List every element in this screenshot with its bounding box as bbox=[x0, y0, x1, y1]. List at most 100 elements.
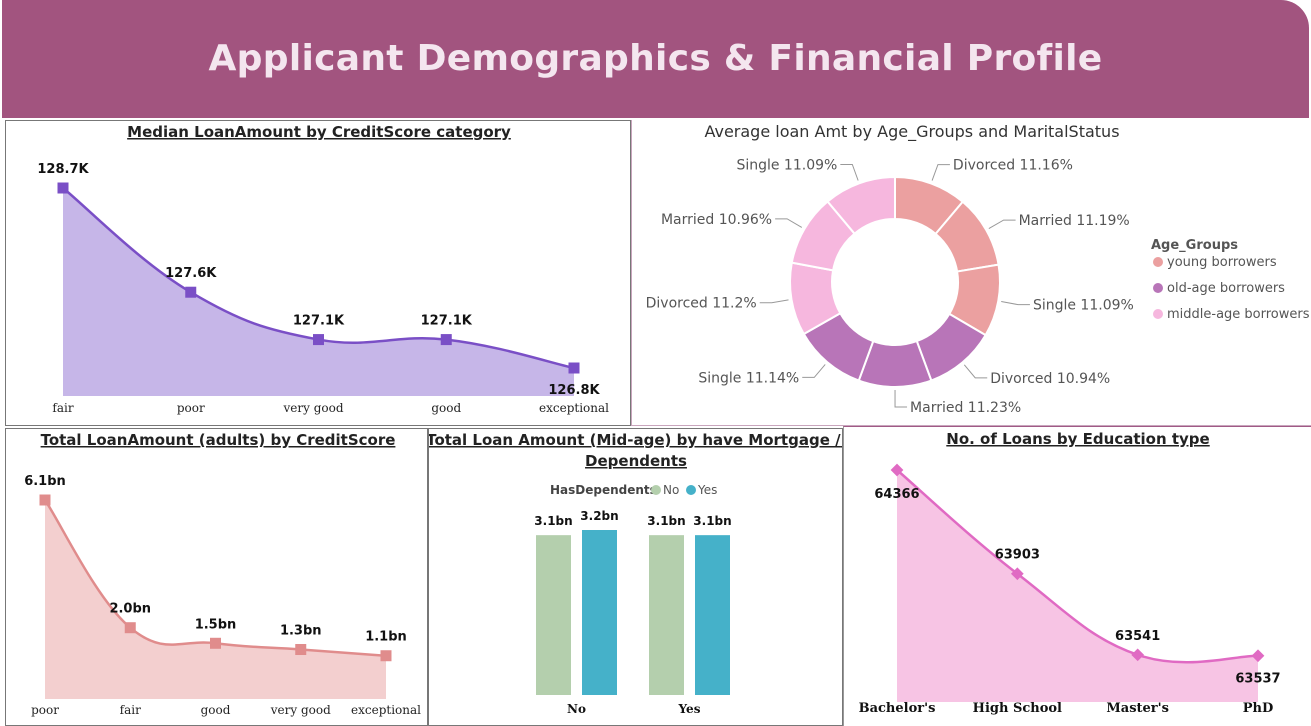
leader-line bbox=[963, 364, 988, 379]
slice-label: Married 11.19% bbox=[1019, 213, 1130, 229]
legend-label: old-age borrowers bbox=[1167, 281, 1285, 296]
x-tick-label: No bbox=[567, 702, 586, 716]
data-label: 63903 bbox=[995, 548, 1040, 563]
chart-title: No. of Loans by Education type bbox=[946, 430, 1209, 448]
total-adults-area-chart: Total LoanAmount (adults) by CreditScore… bbox=[24, 431, 421, 717]
area-fill bbox=[45, 500, 386, 699]
x-tick-label: poor bbox=[31, 703, 59, 717]
median-loan-area-chart: Median LoanAmount by CreditScore categor… bbox=[37, 123, 609, 415]
x-tick-label: Yes bbox=[678, 702, 701, 716]
legend-marker bbox=[1153, 283, 1163, 293]
leader-line bbox=[988, 219, 1016, 229]
data-point bbox=[210, 637, 221, 649]
chart-panel-mortgage-dependents: Total Loan Amount (Mid-age) by have Mort… bbox=[428, 428, 843, 726]
x-tick-label: PhD bbox=[1243, 701, 1274, 716]
legend-title: Age_Groups bbox=[1151, 238, 1238, 253]
x-tick-label: High School bbox=[973, 701, 1062, 716]
leader-line bbox=[1001, 301, 1030, 306]
x-tick-label: very good bbox=[282, 401, 343, 415]
age-marital-donut-chart: Average loan Amt by Age_Groups and Marit… bbox=[646, 122, 1310, 416]
data-point bbox=[380, 650, 392, 662]
data-label: 127.1K bbox=[421, 314, 473, 329]
slice-label: Single 11.09% bbox=[1033, 298, 1134, 314]
slice-label: Single 11.14% bbox=[698, 370, 799, 386]
legend-title: HasDependents bbox=[550, 483, 657, 497]
data-point bbox=[295, 644, 307, 656]
x-tick-label: Bachelor's bbox=[859, 701, 936, 716]
bar-label: 3.2bn bbox=[580, 509, 618, 523]
bar bbox=[649, 535, 684, 695]
series-line bbox=[896, 469, 1259, 664]
bar-label: 3.1bn bbox=[534, 514, 572, 528]
legend-label: young borrowers bbox=[1167, 255, 1277, 270]
header-banner: Applicant Demographics & Financial Profi… bbox=[2, 0, 1309, 118]
slice-label: Divorced 11.2% bbox=[646, 296, 757, 312]
data-point bbox=[185, 286, 197, 298]
bar bbox=[536, 535, 571, 695]
chart-title: Total Loan Amount (Mid-age) by have Mort… bbox=[429, 431, 842, 470]
data-point bbox=[39, 494, 51, 506]
leader-line bbox=[840, 164, 859, 181]
leader-line bbox=[802, 364, 826, 378]
chart-title: Median LoanAmount by CreditScore categor… bbox=[127, 123, 511, 141]
data-label: 127.6K bbox=[165, 266, 217, 281]
legend-label: Yes bbox=[697, 483, 717, 497]
data-label: 1.3bn bbox=[280, 624, 322, 639]
data-label: 128.7K bbox=[37, 162, 89, 177]
legend-label: No bbox=[663, 483, 679, 497]
chart-panel-education: No. of Loans by Education type 64366 Bach… bbox=[843, 426, 1311, 726]
data-point bbox=[1010, 567, 1024, 581]
x-tick-label: fair bbox=[120, 703, 141, 717]
x-tick-label: exceptional bbox=[351, 703, 421, 717]
data-label: 2.0bn bbox=[109, 602, 151, 617]
data-point bbox=[124, 622, 136, 634]
data-label: 63541 bbox=[1115, 629, 1160, 644]
bar-label: 3.1bn bbox=[647, 514, 685, 528]
chart-panel-total-adults: Total LoanAmount (adults) by CreditScore… bbox=[5, 428, 428, 726]
data-label: 1.1bn bbox=[365, 630, 407, 645]
x-tick-label: Master's bbox=[1106, 701, 1169, 716]
area-fill bbox=[897, 470, 1258, 702]
slice-label: Single 11.09% bbox=[736, 158, 837, 174]
data-point bbox=[440, 334, 452, 346]
page-title: Applicant Demographics & Financial Profi… bbox=[208, 38, 1103, 79]
x-tick-label: fair bbox=[52, 401, 73, 415]
bar bbox=[695, 535, 730, 695]
series-line bbox=[43, 499, 387, 657]
data-label: 63537 bbox=[1235, 672, 1280, 687]
data-label: 64366 bbox=[874, 487, 919, 502]
chart-title: Total LoanAmount (adults) by CreditScore bbox=[41, 431, 396, 449]
data-point bbox=[313, 334, 324, 346]
leader-line bbox=[931, 164, 950, 181]
x-tick-label: good bbox=[201, 703, 231, 717]
legend-marker bbox=[651, 485, 661, 495]
leader-line bbox=[759, 299, 789, 304]
bar-label: 3.1bn bbox=[693, 514, 731, 528]
slice-label: Married 10.96% bbox=[661, 212, 772, 228]
donut-slice bbox=[826, 175, 896, 236]
area-fill bbox=[63, 188, 574, 396]
slice-label: Married 11.23% bbox=[910, 400, 1021, 416]
slice-label: Divorced 10.94% bbox=[990, 371, 1110, 387]
mortgage-dependents-bar-chart: Total Loan Amount (Mid-age) by have Mort… bbox=[429, 431, 842, 716]
bar bbox=[582, 530, 617, 695]
education-area-chart: No. of Loans by Education type 64366 Bach… bbox=[859, 430, 1281, 716]
x-tick-label: exceptional bbox=[539, 401, 609, 415]
slice-label: Divorced 11.16% bbox=[953, 158, 1073, 174]
leader-line bbox=[894, 389, 908, 408]
legend-label: middle-age borrowers bbox=[1167, 307, 1310, 322]
legend-marker bbox=[1153, 257, 1163, 267]
chart-panel-age-marital: Average loan Amt by Age_Groups and Marit… bbox=[631, 120, 1311, 426]
data-point bbox=[568, 362, 580, 374]
data-label: 126.8K bbox=[548, 383, 600, 398]
data-label: 127.1K bbox=[293, 314, 345, 329]
legend-marker bbox=[686, 485, 696, 495]
chart-panel-median-loan: Median LoanAmount by CreditScore categor… bbox=[5, 120, 631, 426]
leader-line bbox=[775, 218, 803, 228]
x-tick-label: very good bbox=[270, 703, 331, 717]
x-tick-label: poor bbox=[177, 401, 205, 415]
data-label: 1.5bn bbox=[195, 617, 237, 632]
data-point bbox=[57, 182, 69, 194]
legend-marker bbox=[1153, 309, 1163, 319]
data-label: 6.1bn bbox=[24, 474, 66, 489]
